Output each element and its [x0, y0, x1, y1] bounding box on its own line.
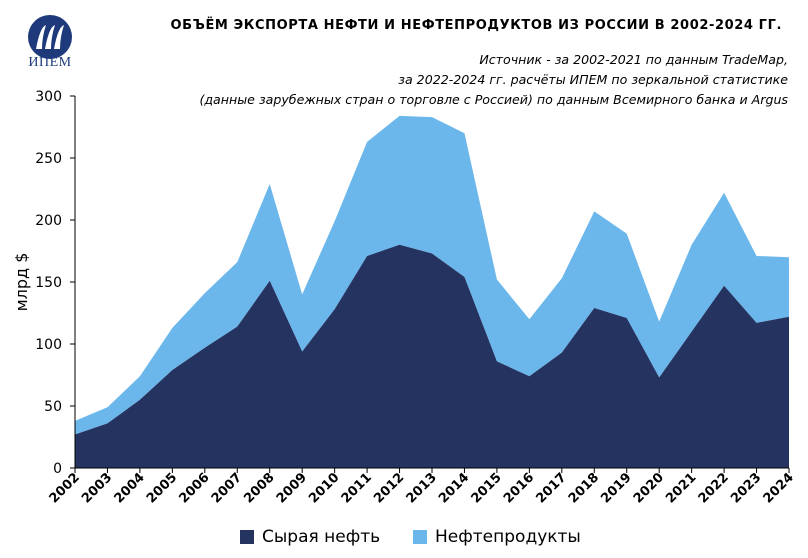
y-axis-label: млрд $ [12, 253, 31, 312]
legend-item-crude: Сырая нефть [240, 527, 380, 547]
x-tick-label: 2024 [761, 470, 797, 506]
legend-item-products: Нефтепродукты [413, 527, 581, 547]
x-tick-label: 2003 [79, 470, 115, 506]
x-tick-label: 2004 [112, 470, 148, 506]
x-tick-label: 2014 [436, 470, 472, 506]
legend: Сырая нефть Нефтепродукты [0, 527, 808, 553]
y-tick-label: 200 [35, 213, 62, 229]
x-tick-label: 2020 [631, 470, 667, 506]
y-tick-label: 300 [35, 89, 62, 105]
y-tick-label: 50 [44, 399, 62, 415]
export-area-chart: 0501001502002503002002200320042005200620… [12, 89, 797, 506]
logo-text: ИПЕМ [28, 55, 72, 70]
series-area-products [75, 115, 789, 435]
source-line: за 2022-2024 гг. расчёты ИПЕМ по зеркаль… [398, 72, 788, 87]
x-tick-label: 2011 [339, 470, 375, 506]
x-tick-label: 2005 [144, 470, 180, 506]
y-tick-label: 150 [35, 275, 62, 291]
x-tick-label: 2007 [209, 470, 245, 506]
x-tick-label: 2021 [663, 470, 699, 506]
legend-swatch-products [413, 530, 427, 544]
legend-label: Сырая нефть [262, 527, 381, 547]
x-tick-label: 2012 [371, 470, 407, 506]
series-area-crude [75, 244, 789, 468]
x-tick-label: 2018 [566, 470, 602, 506]
x-tick-label: 2009 [274, 470, 310, 506]
source-line: Источник - за 2002-2021 по данным TradeM… [479, 52, 788, 67]
y-tick-label: 100 [35, 337, 62, 353]
x-tick-label: 2017 [533, 470, 569, 506]
legend-label: Нефтепродукты [435, 527, 581, 547]
x-tick-label: 2019 [598, 470, 634, 506]
x-tick-label: 2022 [696, 470, 732, 506]
source-note: Источник - за 2002-2021 по данным TradeM… [199, 50, 788, 110]
x-tick-label: 2002 [47, 470, 83, 506]
x-tick-label: 2016 [501, 470, 537, 506]
source-line: (данные зарубежных стран о торговле с Ро… [199, 92, 788, 107]
ipem-logo [28, 15, 72, 59]
x-tick-label: 2015 [469, 470, 505, 506]
legend-swatch-crude [240, 530, 254, 544]
y-tick-label: 0 [53, 461, 62, 477]
x-tick-label: 2006 [176, 470, 212, 506]
y-tick-label: 250 [35, 151, 62, 167]
x-tick-label: 2023 [728, 470, 764, 506]
chart-title: ОБЪЁМ ЭКСПОРТА НЕФТИ И НЕФТЕПРОДУКТОВ ИЗ… [170, 18, 782, 33]
x-tick-label: 2008 [241, 470, 277, 506]
x-tick-label: 2010 [306, 470, 342, 506]
x-tick-label: 2013 [404, 470, 440, 506]
